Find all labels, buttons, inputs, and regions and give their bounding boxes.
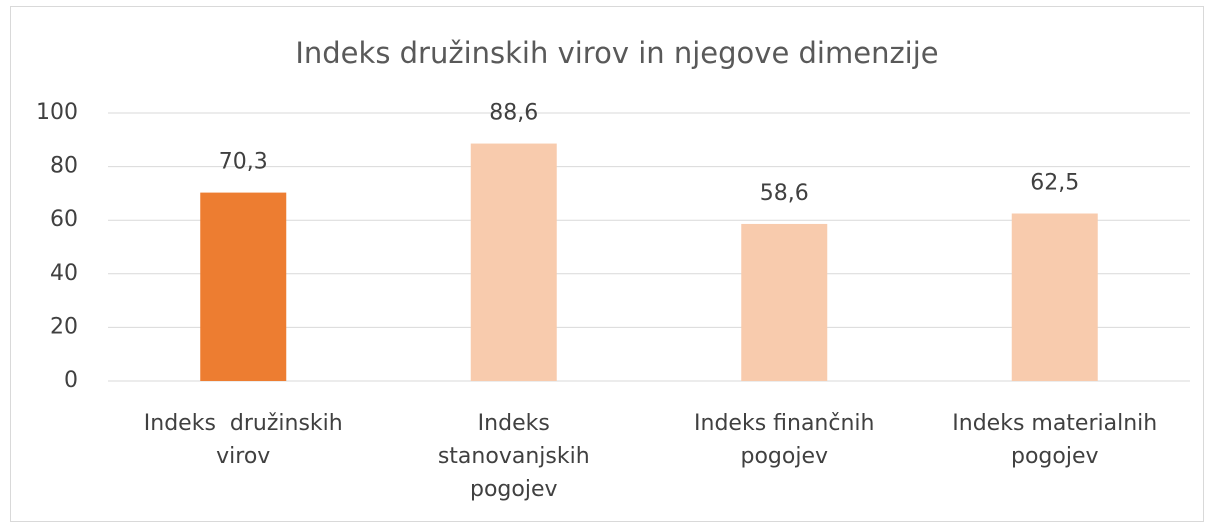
- y-tick-label: 60: [50, 207, 78, 232]
- y-tick-label: 100: [36, 100, 78, 125]
- data-label: 70,3: [219, 150, 268, 175]
- x-tick-label: Indeks družinskih virov: [144, 411, 343, 469]
- y-tick-label: 20: [50, 314, 78, 339]
- x-tick-label: Indeks stanovanjskih pogojev: [438, 411, 590, 502]
- data-label: 88,6: [489, 101, 538, 126]
- bar: [200, 192, 287, 381]
- bar: [1011, 213, 1098, 381]
- y-tick-label: 0: [64, 368, 78, 393]
- y-tick-label: 80: [50, 154, 78, 179]
- data-label: 62,5: [1030, 171, 1079, 196]
- data-label: 58,6: [760, 181, 809, 206]
- bar: [470, 143, 557, 381]
- x-tick-label: Indeks materialnih pogojev: [952, 411, 1157, 469]
- y-tick-label: 40: [50, 261, 78, 286]
- x-tick-label: Indeks finančnih pogojev: [694, 411, 874, 469]
- bar: [741, 223, 828, 381]
- chart-title: Indeks družinskih virov in njegove dimen…: [295, 36, 938, 70]
